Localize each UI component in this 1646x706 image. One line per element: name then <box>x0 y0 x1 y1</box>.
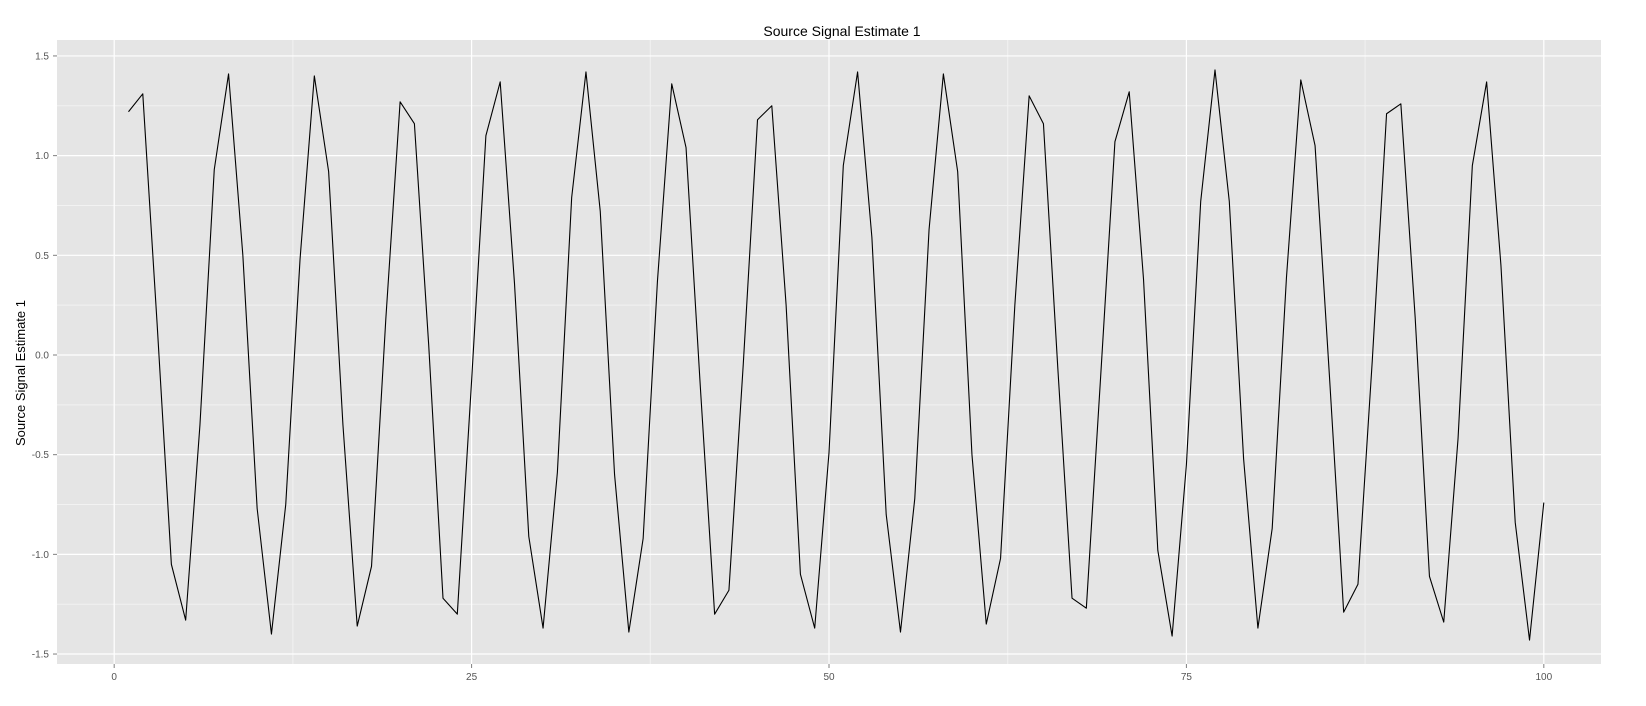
y-tick-label: 1.0 <box>35 151 49 162</box>
y-tick-label: 0.0 <box>35 350 49 361</box>
y-tick-label: -0.5 <box>32 450 50 461</box>
y-axis: -1.5 -1.0 -0.5 0.0 0.5 1.0 1.5 <box>32 51 57 661</box>
x-axis: 0 25 50 75 100 <box>111 664 1553 683</box>
x-tick-label: 50 <box>823 672 835 683</box>
y-tick-label: -1.0 <box>32 550 50 561</box>
x-tick-label: 0 <box>111 672 117 683</box>
x-tick-label: 100 <box>1535 672 1552 683</box>
y-tick-label: 1.5 <box>35 51 49 62</box>
x-tick-label: 25 <box>466 672 478 683</box>
y-tick-label: 0.5 <box>35 251 49 262</box>
chart-title: Source Signal Estimate 1 <box>763 23 920 39</box>
y-axis-label: Source Signal Estimate 1 <box>13 300 28 446</box>
major-grid <box>57 40 1601 664</box>
y-tick-label: -1.5 <box>32 650 50 661</box>
series-layer <box>128 69 1545 641</box>
series-line <box>128 69 1545 641</box>
x-tick-label: 75 <box>1181 672 1193 683</box>
